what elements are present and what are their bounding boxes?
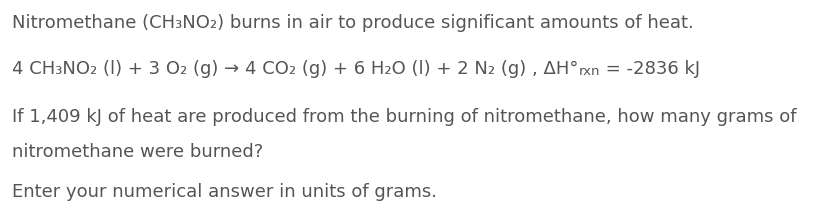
Text: If 1,409 kJ of heat are produced from the burning of nitromethane, how many gram: If 1,409 kJ of heat are produced from th…: [12, 108, 796, 126]
Text: Nitromethane (CH₃NO₂) burns in air to produce significant amounts of heat.: Nitromethane (CH₃NO₂) burns in air to pr…: [12, 14, 694, 32]
Text: rxn: rxn: [578, 65, 600, 78]
Text: = -2836 kJ: = -2836 kJ: [600, 60, 700, 78]
Text: 4 CH₃NO₂ (l) + 3 O₂ (g) → 4 CO₂ (g) + 6 H₂O (l) + 2 N₂ (g) , ΔH°: 4 CH₃NO₂ (l) + 3 O₂ (g) → 4 CO₂ (g) + 6 …: [12, 60, 578, 78]
Text: Enter your numerical answer in units of grams.: Enter your numerical answer in units of …: [12, 183, 437, 201]
Text: nitromethane were burned?: nitromethane were burned?: [12, 143, 263, 161]
